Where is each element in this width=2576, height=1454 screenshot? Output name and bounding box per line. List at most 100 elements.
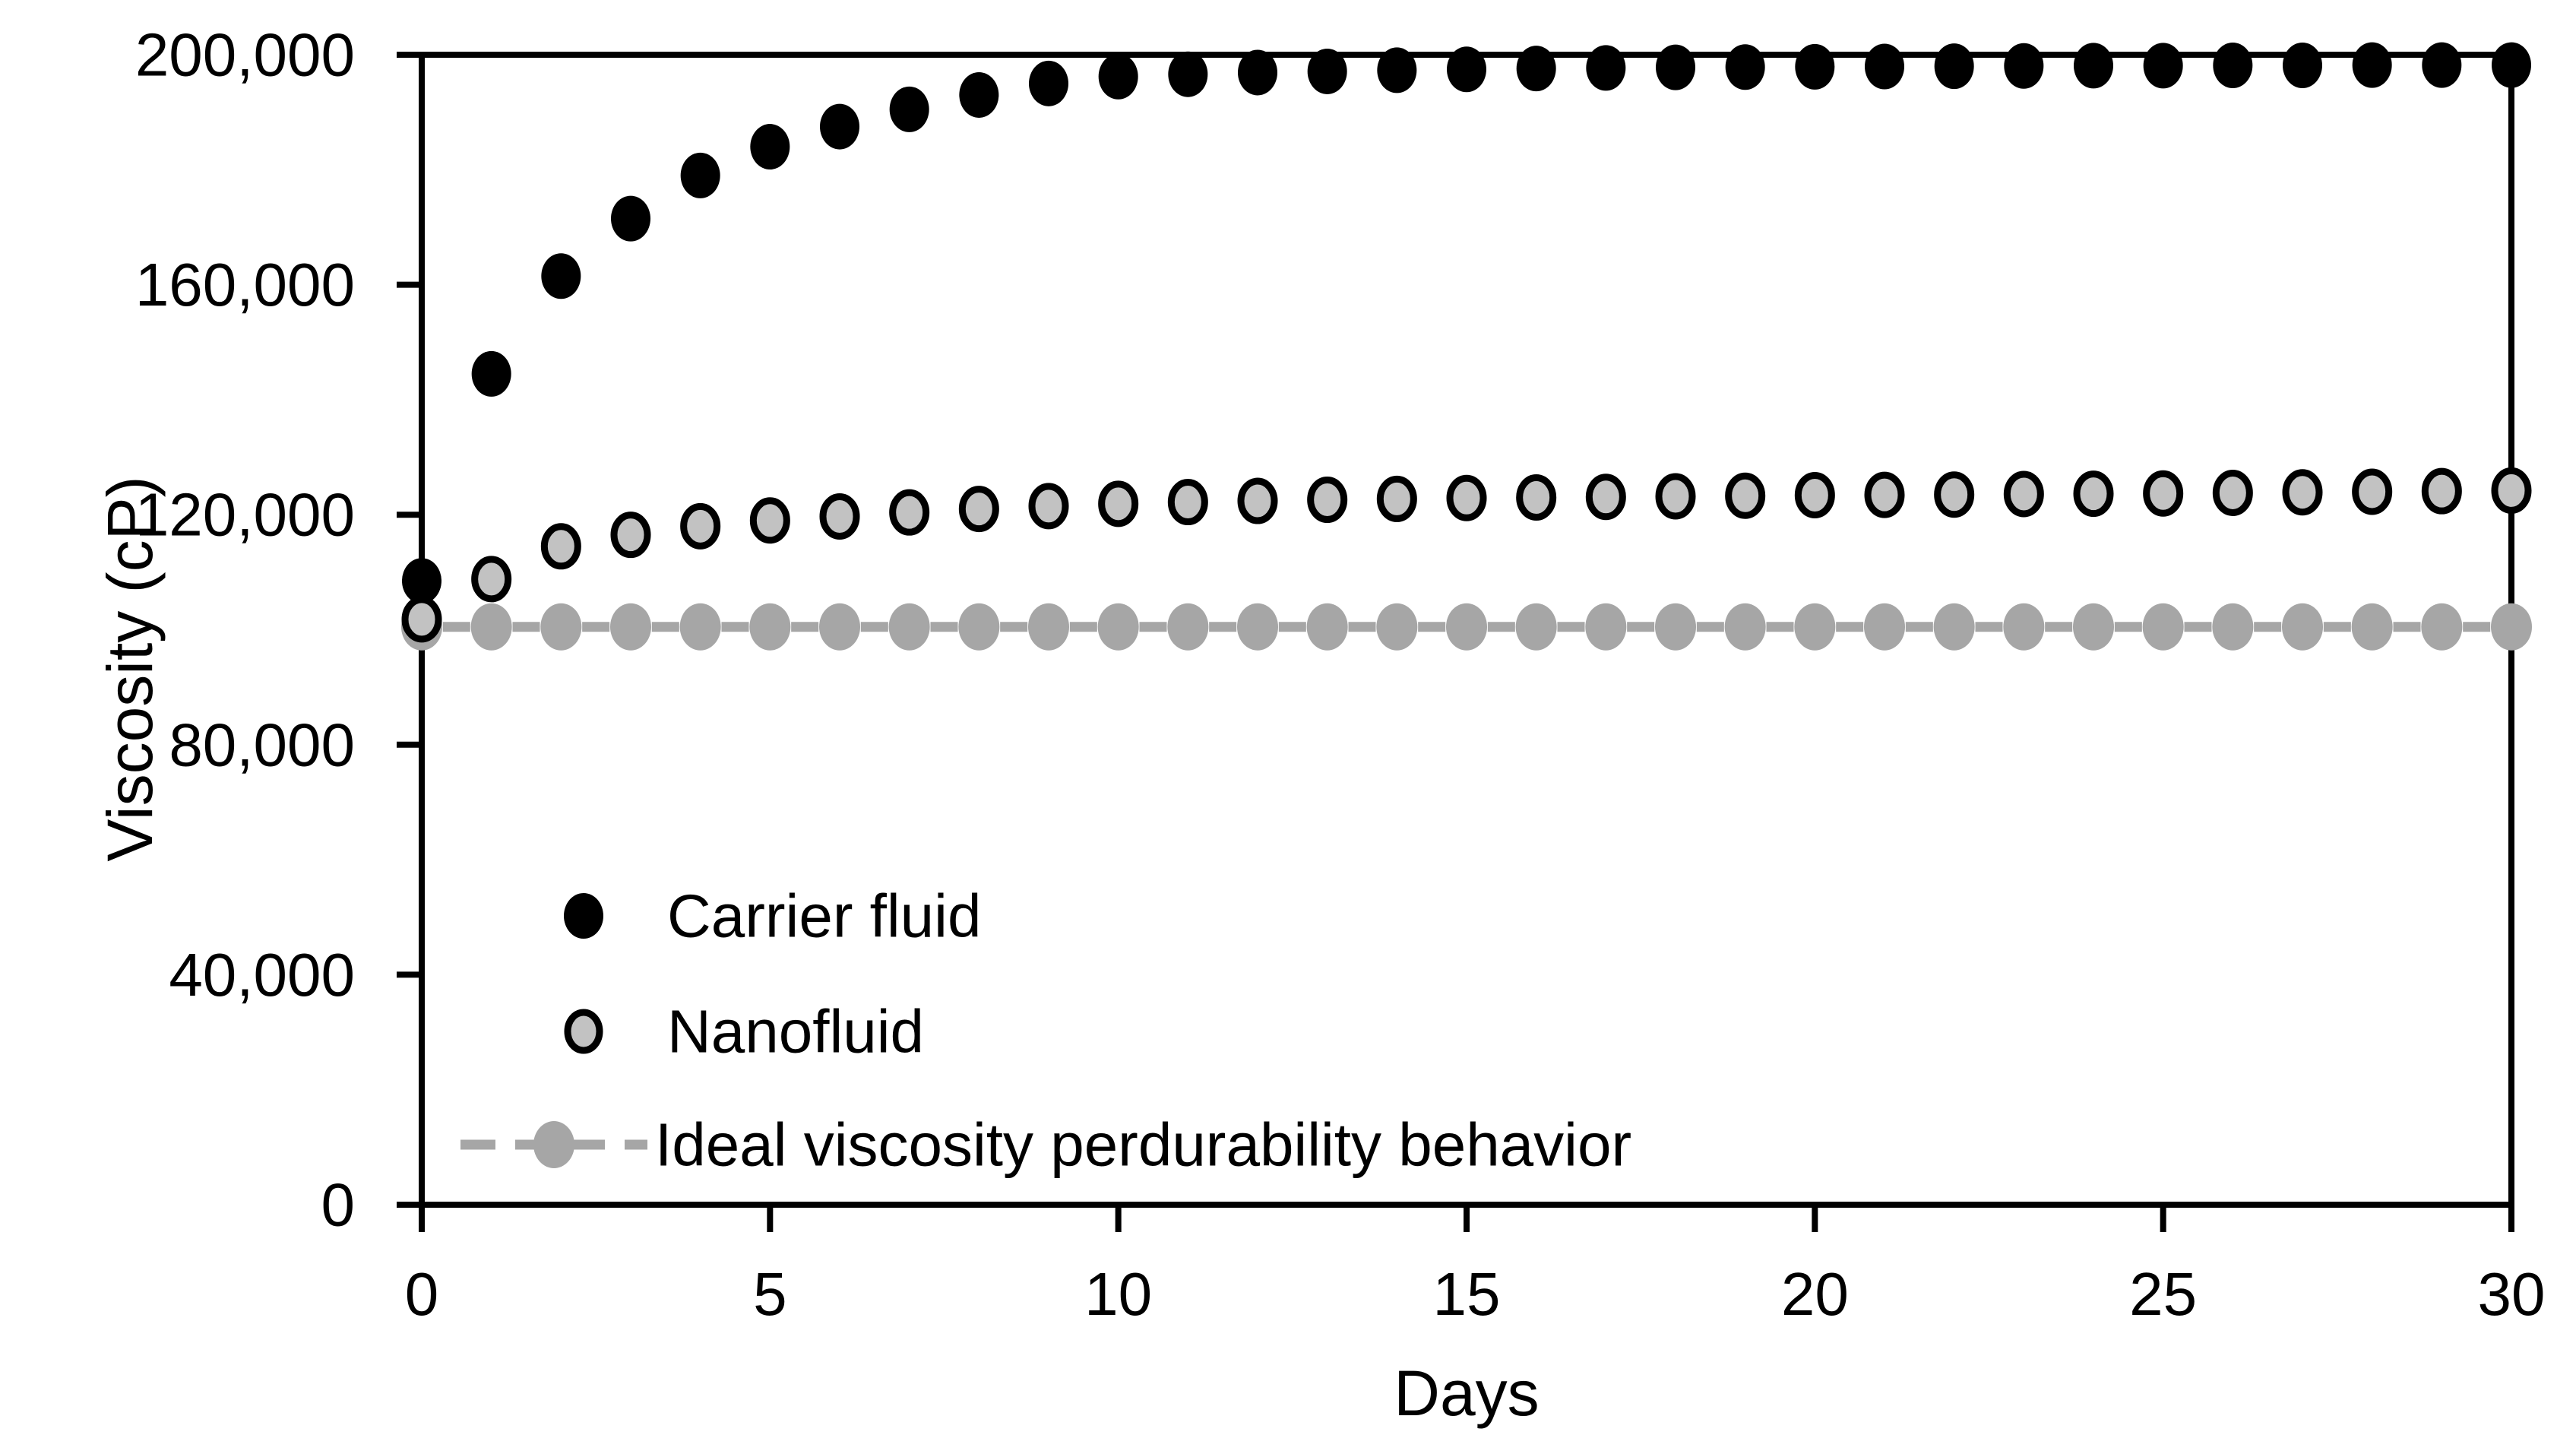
carrier-fluid-point — [1307, 48, 1347, 94]
y-axis-ticks — [397, 52, 422, 1208]
ideal-point — [1237, 603, 1278, 651]
carrier-fluid-marker-icon — [564, 893, 603, 939]
carrier-fluid-point — [1586, 45, 1626, 91]
y-axis-title: Viscosity (cP) — [94, 476, 166, 861]
carrier-fluid-point — [750, 124, 790, 170]
carrier-fluid-point — [1098, 53, 1138, 100]
nanofluid-point — [1794, 471, 1835, 518]
carrier-fluid-point — [402, 558, 441, 604]
ideal-point — [1794, 603, 1836, 651]
nanofluid-point — [1098, 480, 1139, 527]
carrier-fluid-point — [820, 103, 859, 150]
nanofluid-point — [1028, 483, 1069, 530]
ideal-point — [1028, 603, 1069, 651]
nanofluid-point — [819, 493, 860, 540]
carrier-fluid-point — [1795, 43, 1835, 90]
y-tick-label: 160,000 — [135, 251, 355, 318]
y-tick-label: 80,000 — [169, 711, 355, 778]
legend-label-ideal-viscosity: Ideal viscosity perdurability behavior — [655, 1111, 1631, 1179]
ideal-point — [2073, 603, 2114, 651]
ideal-point — [610, 603, 651, 651]
nanofluid-point — [540, 523, 581, 570]
ideal-point — [1376, 603, 1418, 651]
ideal-point — [1585, 603, 1627, 651]
carrier-fluid-point — [680, 152, 720, 198]
carrier-fluid-point — [1725, 44, 1765, 90]
ideal-point — [1515, 603, 1557, 651]
carrier-fluid-point — [1934, 43, 1974, 90]
y-tick-label: 40,000 — [169, 941, 355, 1009]
nanofluid-point — [1516, 474, 1557, 521]
x-tick-label: 30 — [2478, 1260, 2546, 1328]
nanofluid-point — [749, 497, 790, 544]
carrier-fluid-point — [2074, 43, 2113, 89]
carrier-fluid-point — [611, 195, 650, 242]
series-nanofluid — [401, 467, 2532, 643]
y-tick-label: 200,000 — [135, 21, 355, 89]
nanofluid-point — [2352, 468, 2393, 515]
x-axis-title: Days — [1394, 1357, 1539, 1429]
x-axis-ticks — [419, 1205, 2514, 1232]
nanofluid-point — [2491, 467, 2532, 514]
y-tick-label: 0 — [321, 1171, 356, 1239]
carrier-fluid-point — [889, 86, 929, 132]
nanofluid-point — [2212, 469, 2253, 516]
nanofluid-point — [1376, 475, 1417, 522]
carrier-fluid-point — [1029, 60, 1068, 106]
carrier-fluid-point — [1377, 47, 1417, 93]
ideal-point — [2282, 603, 2323, 651]
x-tick-label: 10 — [1084, 1260, 1152, 1328]
carrier-fluid-point — [2492, 42, 2531, 88]
nanofluid-point — [1307, 477, 1348, 524]
ideal-point — [958, 603, 1000, 651]
ideal-point — [1933, 603, 1975, 651]
carrier-fluid-point — [959, 71, 999, 118]
nanofluid-point — [1934, 471, 1975, 518]
ideal-marker-icon — [533, 1121, 574, 1168]
legend: Carrier fluid Nanofluid Ideal viscosity … — [460, 882, 1631, 1179]
nanofluid-point — [2421, 467, 2462, 515]
legend-item-nanofluid: Nanofluid — [564, 998, 924, 1066]
nanofluid-marker-icon — [564, 1009, 603, 1054]
series-carrier-fluid — [402, 42, 2531, 604]
ideal-point — [2351, 603, 2393, 651]
nanofluid-point — [958, 486, 999, 533]
legend-item-carrier-fluid: Carrier fluid — [564, 882, 981, 950]
carrier-fluid-point — [1865, 43, 1904, 90]
carrier-fluid-point — [1516, 46, 1556, 92]
carrier-fluid-point — [471, 350, 511, 397]
carrier-fluid-point — [1238, 49, 1277, 96]
nanofluid-point — [1446, 474, 1487, 521]
y-tick-label: 120,000 — [135, 481, 355, 549]
nanofluid-point — [1585, 474, 1626, 521]
nanofluid-point — [1237, 477, 1278, 524]
ideal-point — [2421, 603, 2463, 651]
nanofluid-point — [680, 502, 721, 550]
nanofluid-point — [610, 512, 651, 559]
legend-label-nanofluid: Nanofluid — [667, 998, 924, 1066]
x-tick-label: 15 — [1433, 1260, 1501, 1328]
nanofluid-point — [2073, 470, 2114, 518]
ideal-point — [2491, 603, 2532, 651]
legend-item-ideal-viscosity: Ideal viscosity perdurability behavior — [460, 1111, 1631, 1179]
ideal-point — [2212, 603, 2254, 651]
nanofluid-point — [1725, 472, 1766, 519]
ideal-point — [1864, 603, 1905, 651]
nanofluid-point — [1655, 473, 1696, 520]
ideal-point — [679, 603, 721, 651]
x-tick-label: 25 — [2129, 1260, 2197, 1328]
x-tick-label: 5 — [753, 1260, 787, 1328]
ideal-point — [1655, 603, 1696, 651]
x-tick-label: 20 — [1781, 1260, 1849, 1328]
ideal-point — [749, 603, 791, 651]
nanofluid-point — [471, 556, 512, 603]
ideal-point — [1167, 603, 1209, 651]
carrier-fluid-point — [541, 253, 581, 299]
ideal-point — [1724, 603, 1766, 651]
ideal-point — [1306, 603, 1348, 651]
carrier-fluid-point — [1447, 46, 1486, 93]
ideal-point — [888, 603, 930, 651]
nanofluid-point — [1167, 479, 1208, 526]
carrier-fluid-point — [2004, 43, 2044, 89]
ideal-point — [540, 603, 582, 651]
